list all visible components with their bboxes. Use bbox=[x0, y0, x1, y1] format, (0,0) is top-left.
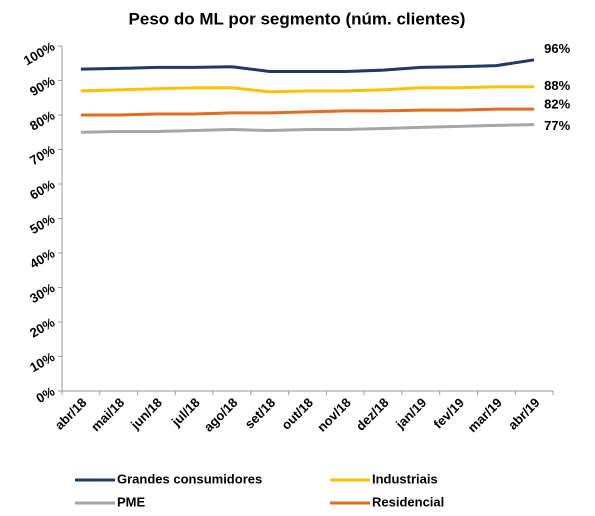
x-tick-label: nov/18 bbox=[314, 395, 354, 435]
x-tick-label: dez/18 bbox=[353, 395, 392, 434]
value-label: 82% bbox=[544, 97, 570, 112]
x-tick-label: mai/18 bbox=[88, 395, 127, 434]
y-tick-label: 40% bbox=[27, 245, 57, 271]
chart-title: Peso do ML por segmento (núm. clientes) bbox=[129, 9, 466, 28]
legend-label: PME bbox=[117, 494, 146, 509]
series-line bbox=[80, 123, 535, 134]
legend-label: Industriais bbox=[372, 471, 438, 486]
x-tick-label: set/18 bbox=[242, 395, 279, 432]
x-tick-label: ago/18 bbox=[201, 395, 241, 435]
legend-label: Residencial bbox=[372, 494, 444, 509]
x-tick-label: jul/18 bbox=[168, 395, 203, 430]
x-tick-label: abr/19 bbox=[505, 395, 543, 433]
x-tick-label: fev/19 bbox=[430, 395, 467, 432]
x-tick-label: jan/19 bbox=[392, 395, 429, 432]
y-tick-label: 20% bbox=[27, 314, 57, 340]
value-label: 88% bbox=[544, 78, 570, 93]
x-tick-label: mar/19 bbox=[465, 395, 505, 435]
series-line bbox=[80, 58, 535, 74]
x-tick-label: jun/18 bbox=[127, 395, 165, 433]
y-tick-label: 70% bbox=[27, 142, 57, 168]
y-tick-label: 50% bbox=[27, 211, 57, 237]
y-tick-label: 60% bbox=[27, 176, 57, 202]
series-line bbox=[80, 107, 535, 117]
value-label: 96% bbox=[544, 41, 570, 56]
x-tick-label: abr/18 bbox=[52, 395, 90, 433]
y-tick-label: 0% bbox=[33, 383, 57, 406]
legend-label: Grandes consumidores bbox=[117, 471, 262, 486]
y-tick-label: 90% bbox=[27, 73, 57, 99]
y-tick-label: 100% bbox=[21, 38, 58, 68]
y-tick-label: 80% bbox=[27, 107, 57, 133]
y-tick-label: 30% bbox=[27, 280, 57, 306]
y-tick-label: 10% bbox=[27, 349, 57, 375]
value-label: 77% bbox=[544, 118, 570, 133]
x-tick-label: out/18 bbox=[278, 395, 316, 433]
series-line bbox=[80, 85, 535, 94]
